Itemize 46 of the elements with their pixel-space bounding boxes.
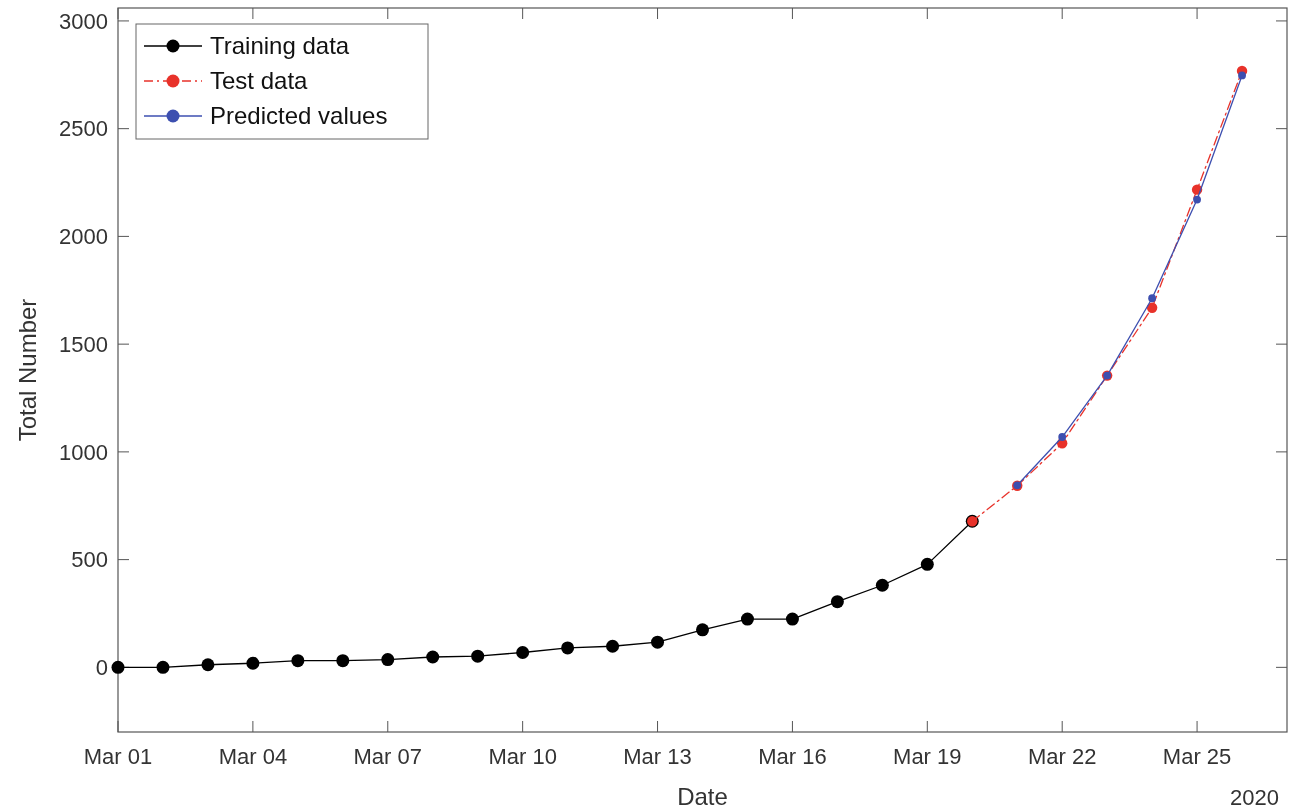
y-tick-label: 2000 (59, 224, 108, 250)
point (291, 654, 305, 668)
point (1058, 433, 1067, 441)
point (1148, 294, 1157, 303)
text: 2020 (1230, 785, 1279, 810)
x-axis-title: Date (677, 783, 728, 810)
point (336, 654, 350, 668)
x-tick-label: Mar 04 (218, 744, 288, 769)
point (740, 612, 754, 626)
y-tick-label: 1000 (59, 439, 108, 465)
legend-label: Test data (210, 67, 309, 95)
point (1146, 302, 1158, 313)
point (830, 595, 844, 609)
x-tick-label: Mar 13 (623, 744, 692, 769)
y-axis-title: Total Number (14, 298, 41, 442)
x-tick-label: Mar 16 (758, 744, 827, 769)
point (156, 660, 170, 674)
legend-label: Predicted values (210, 102, 388, 130)
x-tick-label: Mar 01 (83, 744, 153, 769)
point (875, 578, 889, 592)
y-tick-label: 3000 (59, 8, 108, 34)
point (1193, 195, 1201, 204)
point (111, 660, 125, 674)
x-tick-label: Mar 10 (488, 744, 557, 769)
point (785, 612, 799, 626)
point (201, 658, 215, 672)
legend-label: Training data (210, 32, 350, 60)
point (696, 623, 709, 637)
x-tick-label: Mar 25 (1162, 744, 1232, 769)
point (561, 641, 575, 655)
point (426, 650, 440, 664)
y-tick-label: 0 (95, 655, 108, 681)
point (606, 639, 620, 653)
y-tick-label: 1500 (59, 331, 108, 357)
point (1238, 71, 1246, 80)
y-tick-label: 500 (71, 547, 108, 573)
x-tick-label: Mar 19 (893, 744, 962, 769)
x-tick-label: Mar 22 (1027, 744, 1097, 769)
y-tick-label: 2500 (59, 116, 108, 142)
point (471, 649, 485, 663)
point (651, 635, 665, 649)
x-tick-label: Mar 07 (353, 744, 423, 769)
point (246, 656, 260, 670)
point (381, 653, 395, 667)
point (920, 557, 934, 571)
point (516, 645, 530, 659)
